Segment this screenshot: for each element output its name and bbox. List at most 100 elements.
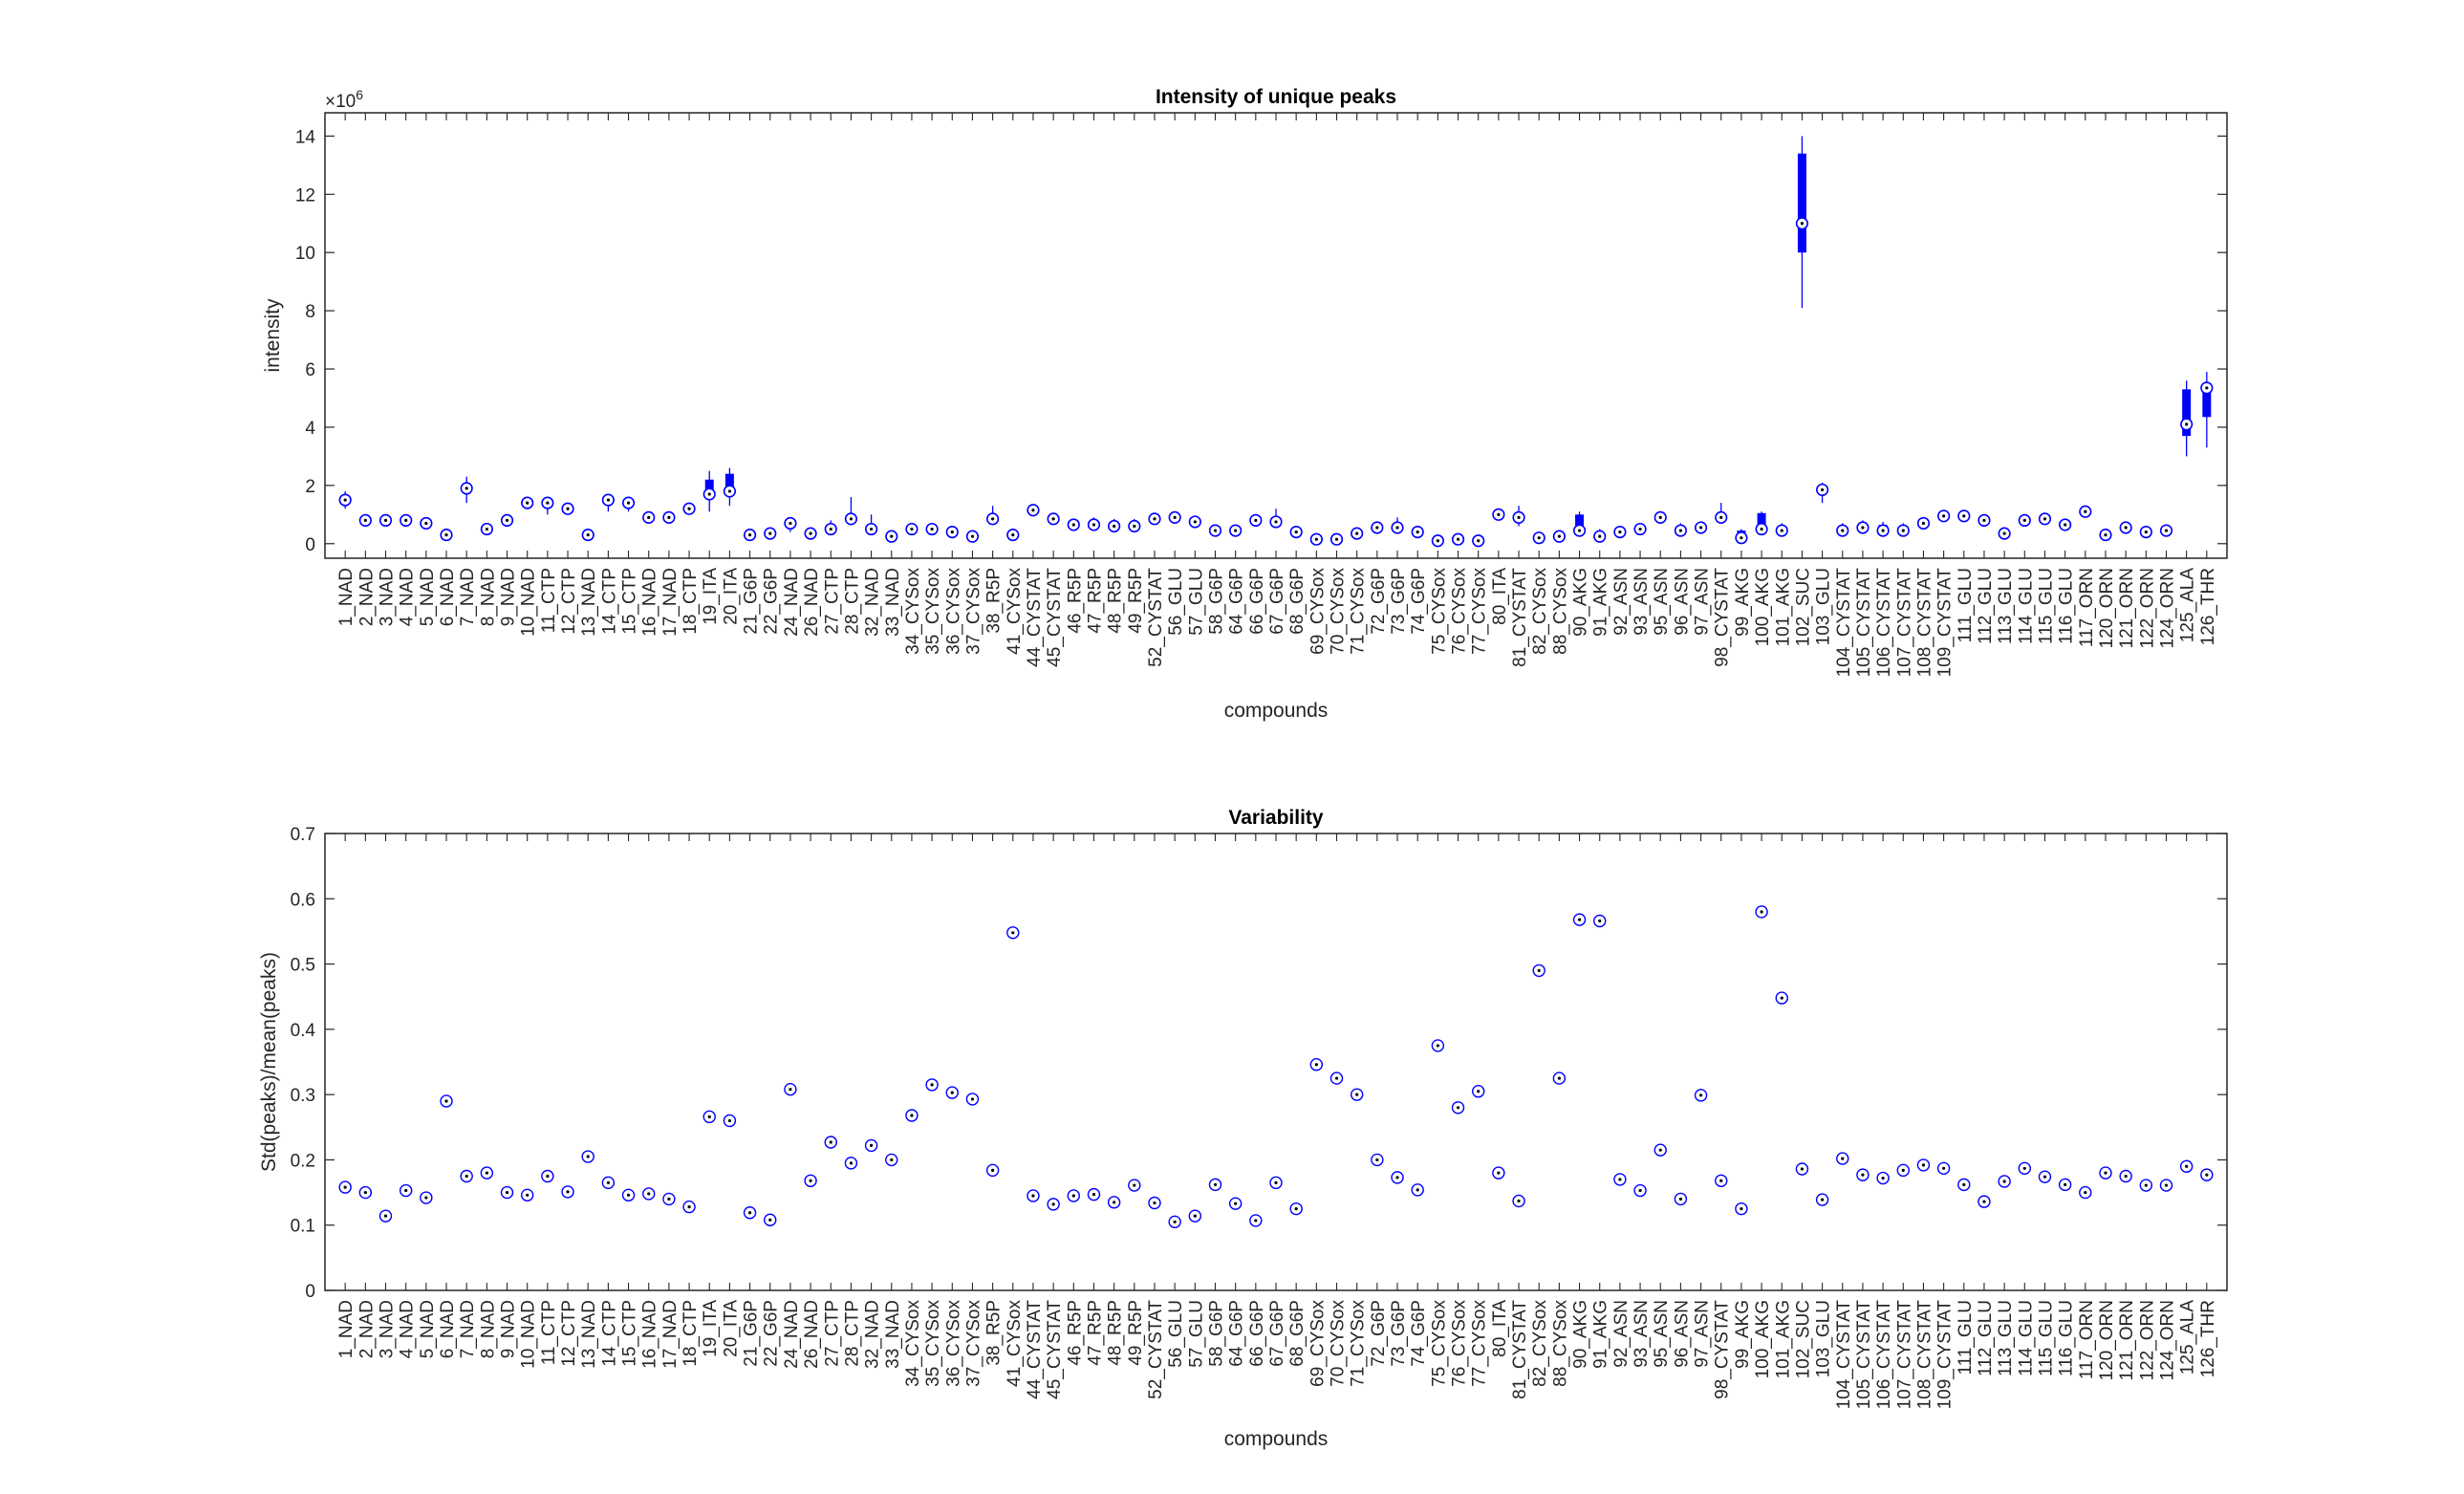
scatter-point-dot: [1092, 1193, 1096, 1197]
box-median-dot: [1294, 530, 1298, 534]
box-body: [2182, 389, 2192, 437]
box-median-dot: [727, 489, 732, 493]
x-tick-label: 58_G6P: [1206, 1300, 1226, 1367]
scatter-point-dot: [505, 1190, 509, 1195]
box-median-dot: [970, 534, 975, 538]
x-tick-label: 124_ORN: [2157, 568, 2177, 649]
box-median-dot: [1982, 518, 1986, 523]
x-tick-label: 100_AKG: [1753, 1300, 1773, 1378]
x-tick-label: 75_CYSox: [1429, 568, 1449, 655]
box-median-dot: [1071, 523, 1075, 527]
box-46_R5P: [1067, 518, 1080, 531]
x-tick-label: 64_G6P: [1227, 568, 1247, 635]
box-104_CYSTAT: [1836, 523, 1849, 537]
box-median-dot: [526, 501, 530, 505]
scatter-point-dot: [1760, 910, 1763, 914]
y-tick-label: 0: [305, 1282, 315, 1302]
x-tick-label: 15_CTP: [620, 568, 640, 635]
box-73_G6P: [1391, 517, 1404, 534]
x-tick-label: 3_NAD: [378, 1300, 398, 1358]
x-tick-label: 72_G6P: [1369, 568, 1389, 635]
box-median-dot: [1942, 514, 1946, 518]
point-17_NAD: [662, 1192, 676, 1206]
scatter-point-dot: [1193, 1214, 1197, 1218]
box-median-dot: [1416, 530, 1419, 534]
scatter-point-dot: [1334, 1076, 1339, 1080]
point-27_CTP: [824, 1136, 837, 1149]
x-tick-label: 14_CTP: [599, 1300, 619, 1367]
box-114_GLU: [2018, 513, 2031, 528]
scatter-point-dot: [829, 1140, 832, 1144]
x-tick-label: 69_CYSox: [1308, 568, 1328, 655]
x-tick-label: 22_G6P: [762, 1300, 782, 1367]
box-74_G6P: [1411, 525, 1424, 539]
point-124_ORN: [2159, 1179, 2173, 1192]
box-19_ITA: [702, 470, 716, 512]
scatter-point-dot: [687, 1204, 691, 1209]
box-26_NAD: [804, 527, 817, 540]
box-median-dot: [2043, 517, 2047, 521]
x-tick-label: 15_CTP: [620, 1300, 640, 1367]
x-tick-label: 5_NAD: [418, 1300, 438, 1358]
scatter-point-dot: [404, 1188, 408, 1193]
x-tick-label: 21_G6P: [742, 568, 762, 635]
x-tick-label: 114_GLU: [2016, 1300, 2036, 1376]
point-77_CYSox: [1472, 1085, 1485, 1098]
x-tick-label: 10_NAD: [519, 568, 539, 637]
x-tick-label: 44_CYSTAT: [1025, 1300, 1045, 1399]
x-tick-label: 13_NAD: [579, 1300, 599, 1369]
point-74_G6P: [1411, 1183, 1424, 1197]
box-68_G6P: [1289, 525, 1303, 539]
box-13_NAD: [581, 529, 594, 542]
x-tick-label: 12_CTP: [559, 1300, 579, 1367]
x-tick-label: 6_NAD: [438, 568, 458, 626]
scatter-point-dot: [991, 1168, 995, 1172]
x-tick-label: 125_ALA: [2178, 1300, 2198, 1375]
x-tick-label: 117_ORN: [2077, 568, 2097, 647]
x-tick-label: 80_ITA: [1490, 1300, 1510, 1357]
x-tick-label: 33_NAD: [883, 568, 903, 637]
point-92_ASN: [1613, 1173, 1627, 1186]
scatter-point-dot: [1234, 1202, 1238, 1205]
x-tick-label: 49_R5P: [1126, 1300, 1146, 1366]
x-tick-label: 122_ORN: [2137, 568, 2157, 649]
point-3_NAD: [378, 1209, 393, 1223]
point-8_NAD: [480, 1166, 494, 1180]
x-tick-label: 4_NAD: [398, 568, 418, 626]
y-tick-label: 6: [305, 360, 315, 380]
x-tick-label: 37_CYSox: [963, 1300, 983, 1387]
variability-y-axis: 0 0.1 0.2 0.3 0.4 0.5 0.6 0.7: [291, 825, 2227, 1302]
box-median-dot: [747, 533, 752, 537]
scatter-point-dot: [1557, 1076, 1561, 1080]
x-tick-label: 98_CYSTAT: [1713, 568, 1733, 667]
box-34_CYSox: [905, 522, 919, 536]
x-tick-label: 19_ITA: [701, 568, 721, 625]
box-median-dot: [2164, 529, 2169, 532]
x-tick-label: 92_ASN: [1611, 1300, 1632, 1368]
point-38_R5P: [985, 1163, 1000, 1178]
x-tick-label: 77_CYSox: [1470, 1300, 1490, 1387]
point-99_AKG: [1735, 1202, 1748, 1216]
x-tick-label: 16_NAD: [640, 1300, 660, 1369]
box-93_ASN: [1633, 522, 1647, 536]
x-tick-label: 71_CYSox: [1349, 568, 1369, 655]
x-tick-label: 17_NAD: [660, 568, 681, 637]
x-tick-label: 20_ITA: [721, 568, 741, 625]
scatter-point-dot: [1881, 1176, 1885, 1180]
x-tick-label: 24_NAD: [782, 1300, 802, 1369]
box-52_CYSTAT: [1148, 512, 1161, 526]
x-tick-label: 5_NAD: [418, 568, 438, 626]
scatter-point-dot: [1901, 1168, 1905, 1172]
x-tick-label: 93_ASN: [1632, 568, 1652, 636]
point-75_CYSox: [1431, 1039, 1445, 1052]
box-median-dot: [667, 515, 671, 519]
box-median-dot: [1113, 524, 1116, 529]
scatter-point-dot: [1618, 1178, 1622, 1181]
point-56_GLU: [1168, 1215, 1181, 1229]
scatter-point-dot: [1133, 1183, 1136, 1187]
box-112_GLU: [1978, 513, 1991, 528]
x-tick-label: 12_CTP: [559, 568, 579, 635]
x-tick-label: 46_R5P: [1065, 568, 1085, 634]
x-tick-label: 103_GLU: [1814, 568, 1834, 645]
box-9_NAD: [500, 513, 514, 528]
